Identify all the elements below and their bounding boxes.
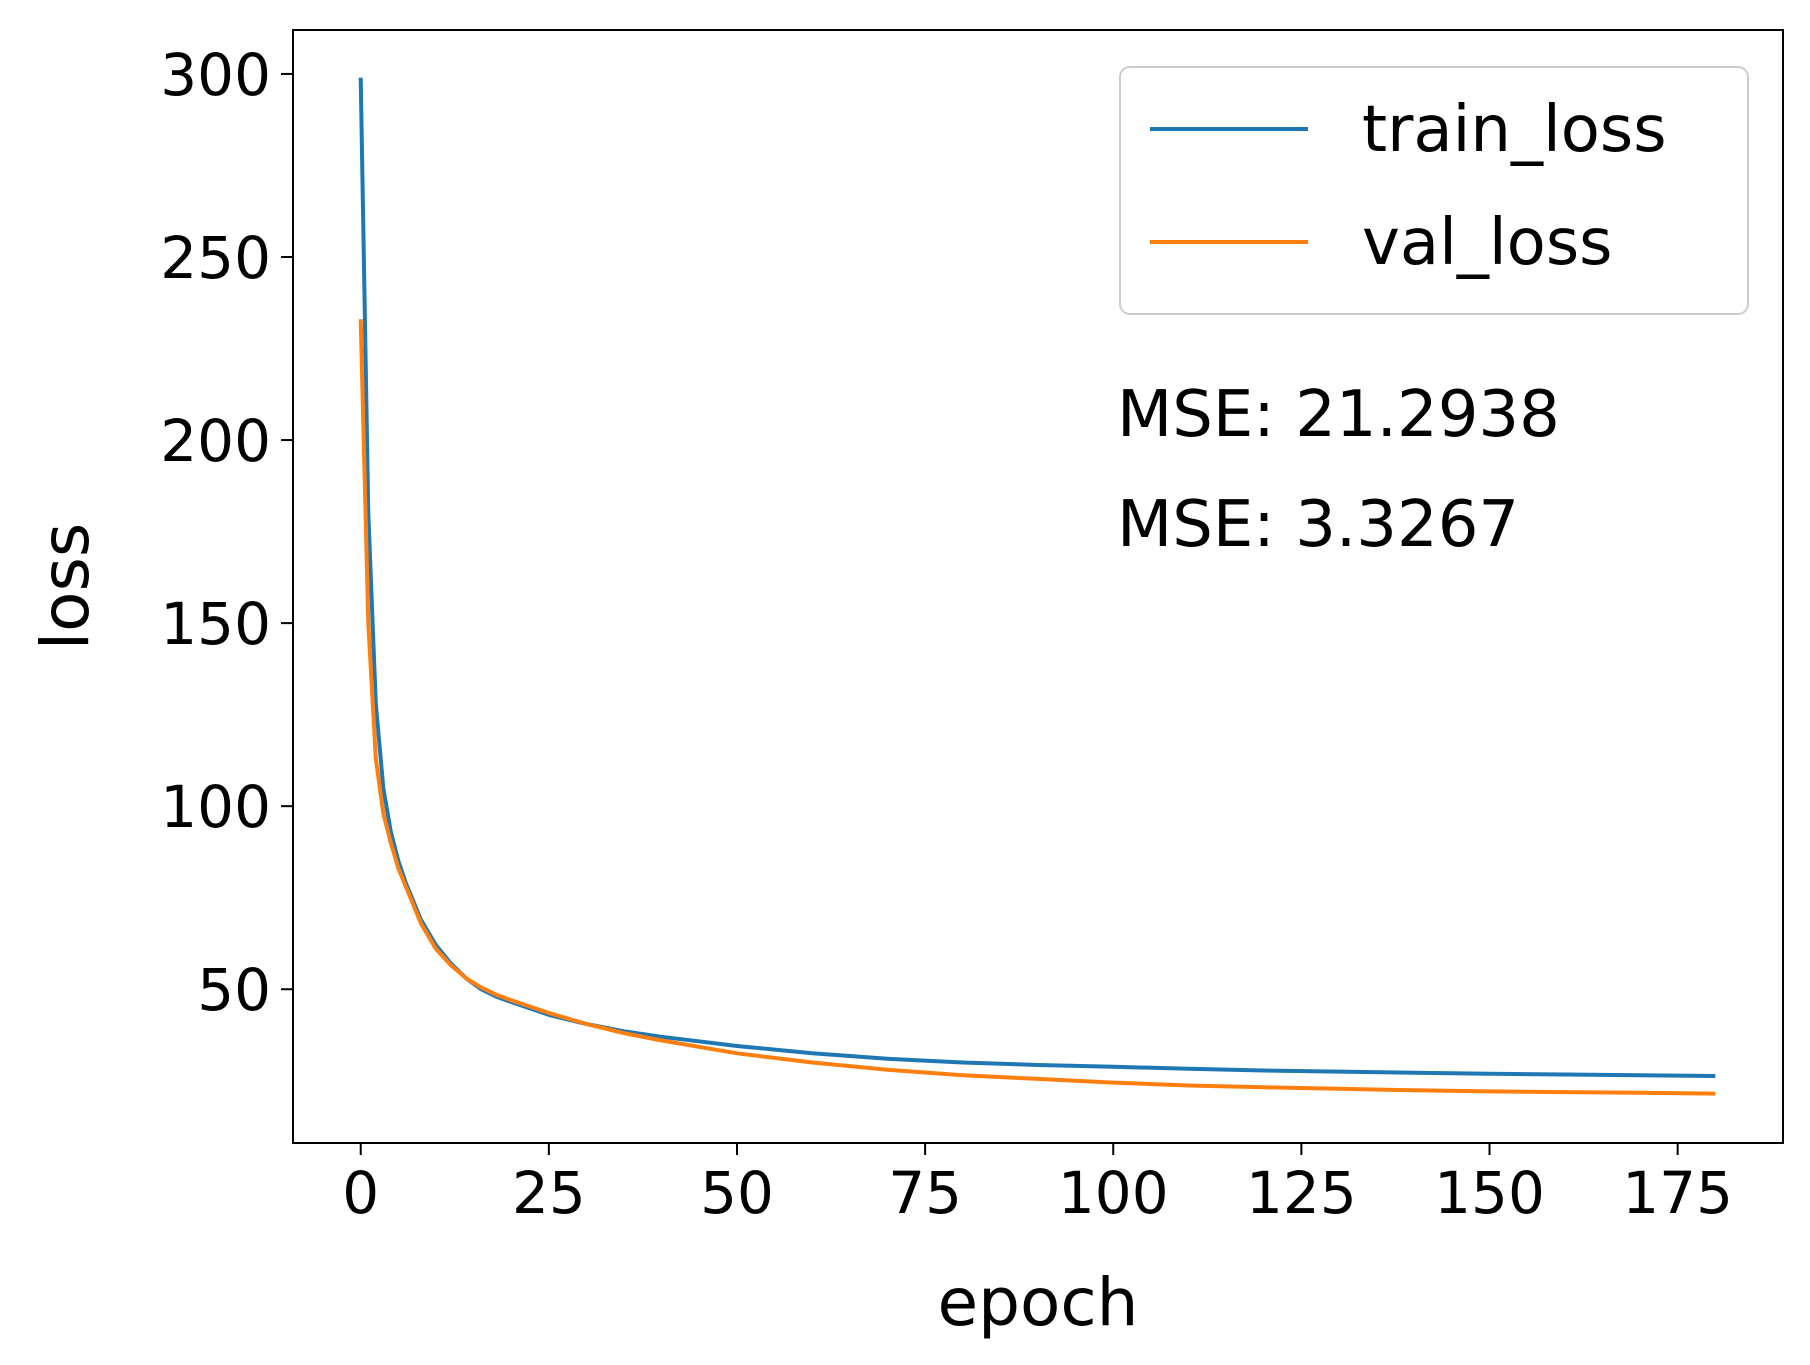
x-tick-label: 25 [512, 1159, 586, 1227]
x-tick-label: 100 [1058, 1159, 1169, 1227]
mse-annotation: MSE: 3.3267 [1117, 488, 1519, 562]
legend-label-train-loss: train_loss [1362, 93, 1667, 167]
plot-frame [292, 29, 1784, 1144]
x-tick-label: 75 [888, 1159, 962, 1227]
x-tick-label: 175 [1622, 1159, 1733, 1227]
series-line-val-loss [358, 319, 1716, 1096]
y-axis-label: loss [27, 523, 104, 651]
y-tick-label: 200 [160, 407, 271, 475]
mse-annotation: MSE: 21.2938 [1117, 378, 1560, 452]
y-tick-label: 300 [160, 41, 271, 109]
y-tick-label: 250 [160, 224, 271, 292]
x-tick-label: 150 [1434, 1159, 1545, 1227]
y-tick-label: 100 [160, 773, 271, 841]
x-axis-label: epoch [938, 1264, 1139, 1341]
x-tick-label: 0 [342, 1159, 379, 1227]
x-tick-label: 125 [1246, 1159, 1357, 1227]
y-tick-label: 150 [160, 590, 271, 658]
legend-label-val-loss: val_loss [1362, 206, 1613, 280]
y-tick-label: 50 [197, 956, 271, 1024]
x-tick-label: 50 [700, 1159, 774, 1227]
